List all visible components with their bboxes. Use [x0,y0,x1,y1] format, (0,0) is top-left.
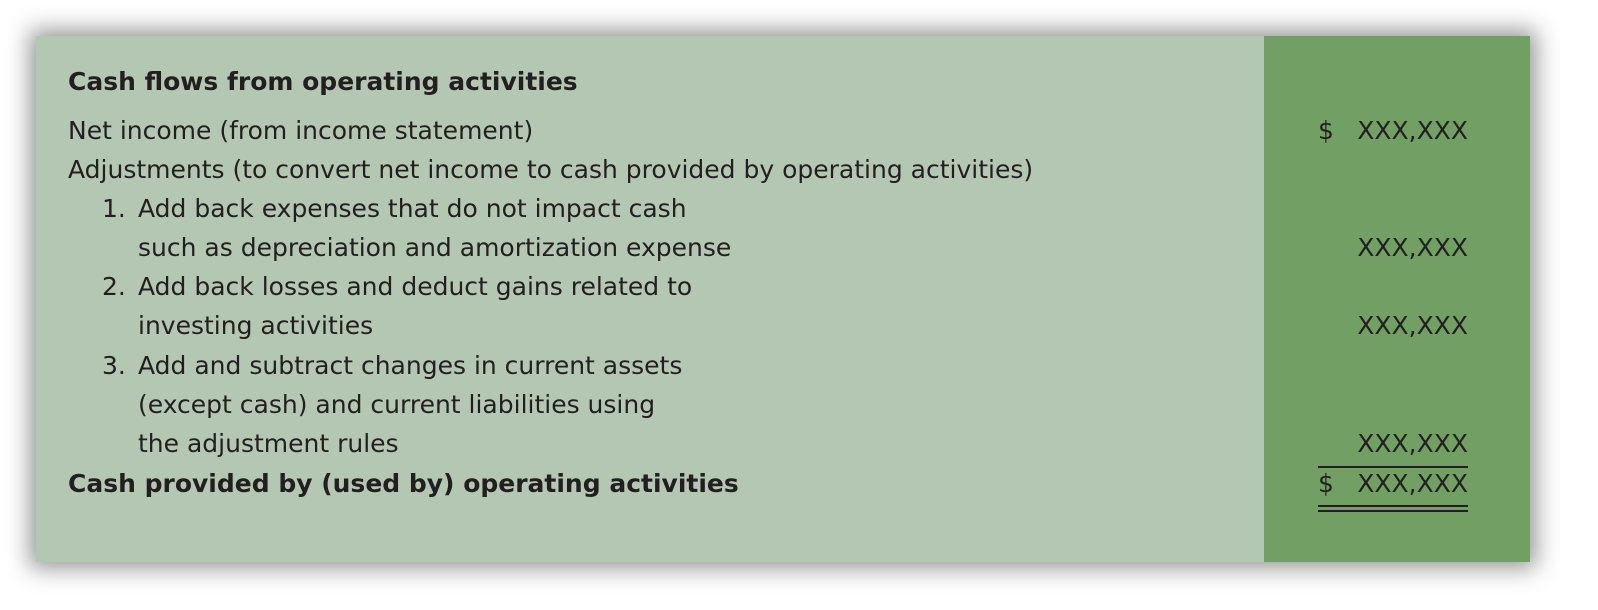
total-value: XXX,XXX [1357,469,1468,498]
section-heading: Cash flows from operating activities [68,67,578,96]
currency-symbol: $ [1318,116,1334,145]
adjustment-item-3-text-1: Add and subtract changes in current asse… [138,351,683,380]
adjustment-item-1-number: 1. [102,194,126,223]
adjustment-item-1-amount: XXX,XXX [1357,233,1468,262]
adjustment-item-1-line-2: such as depreciation and amortization ex… [138,233,732,262]
total-label: Cash provided by (used by) operating act… [68,469,739,498]
adjustment-item-2-line-2: investing activities [138,311,374,340]
adjustment-item-3-number: 3. [102,351,126,380]
amount-column [1264,36,1530,562]
adjustment-item-2-number: 2. [102,272,126,301]
operating-activities-panel: Cash flows from operating activities Net… [36,36,1530,562]
total-double-rule [1318,505,1468,512]
adjustment-item-3-line-3: the adjustment rules [138,429,399,458]
total-currency-symbol: $ [1318,469,1334,498]
adjustment-item-2-line-1: 2. Add back losses and deduct gains relat… [102,267,693,306]
adjustments-label: Adjustments (to convert net income to ca… [68,155,1034,184]
adjustment-item-3-line-2: (except cash) and current liabilities us… [138,390,656,419]
adjustment-item-3-line-1: 3. Add and subtract changes in current as… [102,346,683,385]
adjustment-item-1-line-1: 1. Add back expenses that do not impact c… [102,189,687,228]
adjustment-item-2-amount: XXX,XXX [1357,311,1468,340]
net-income-amount: $ XXX,XXX [1318,111,1468,150]
total-amount: $ XXX,XXX [1318,464,1468,503]
adjustment-item-1-text-1: Add back expenses that do not impact cas… [138,194,687,223]
adjustment-item-3-amount: XXX,XXX [1357,429,1468,458]
net-income-label: Net income (from income statement) [68,116,534,145]
subtotal-rule [1318,466,1468,468]
adjustment-item-2-text-1: Add back losses and deduct gains related… [138,272,693,301]
net-income-value: XXX,XXX [1357,116,1468,145]
